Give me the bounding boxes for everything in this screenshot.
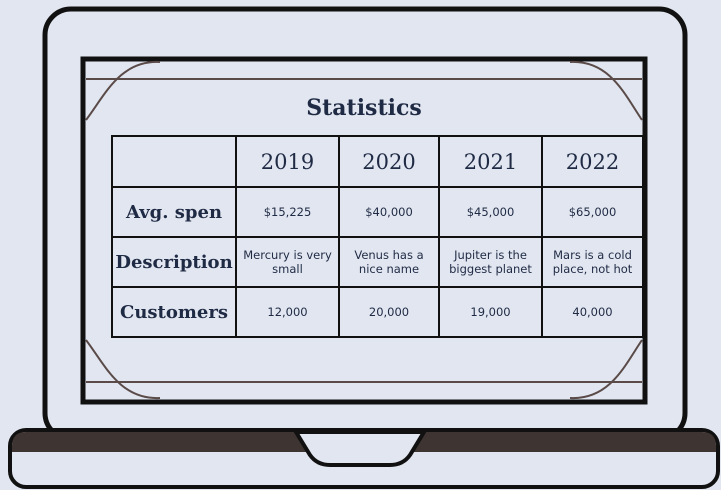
row-header: Avg. spen — [111, 186, 237, 238]
table-cell: Mars is a cold place, not hot — [541, 236, 644, 288]
column-header: 2020 — [338, 135, 440, 188]
table-cell: $45,000 — [438, 186, 543, 238]
table-row: Avg. spen $15,225 $40,000 $45,000 $65,000 — [111, 186, 644, 238]
row-header: Customers — [111, 286, 237, 338]
table-cell: 12,000 — [235, 286, 340, 338]
stats-table: 2019 2020 2021 2022 Avg. spen $15,225 $40,000 $… — [111, 135, 644, 338]
table-cell: 20,000 — [338, 286, 440, 338]
table-row: Description Mercury is very small Venus ha… — [111, 236, 644, 288]
column-header: 2022 — [541, 135, 644, 188]
row-header: Description — [111, 236, 237, 288]
corner-cell — [111, 135, 237, 188]
table-cell: $40,000 — [338, 186, 440, 238]
decor-curve — [85, 60, 643, 400]
table-cell: Venus has a nice name — [338, 236, 440, 288]
table-cell: Jupiter is the biggest planet — [438, 236, 543, 288]
header-row: 2019 2020 2021 2022 — [111, 135, 644, 188]
slide-title: Statistics — [306, 95, 422, 121]
column-header: 2019 — [235, 135, 340, 188]
table-cell: 40,000 — [541, 286, 644, 338]
table-row: Customers 12,000 20,000 19,000 40,000 — [111, 286, 644, 338]
notch — [292, 430, 428, 467]
table-cell: $65,000 — [541, 186, 644, 238]
table-cell: $15,225 — [235, 186, 340, 238]
table-cell: 19,000 — [438, 286, 543, 338]
table-cell: Mercury is very small — [235, 236, 340, 288]
column-header: 2021 — [438, 135, 543, 188]
